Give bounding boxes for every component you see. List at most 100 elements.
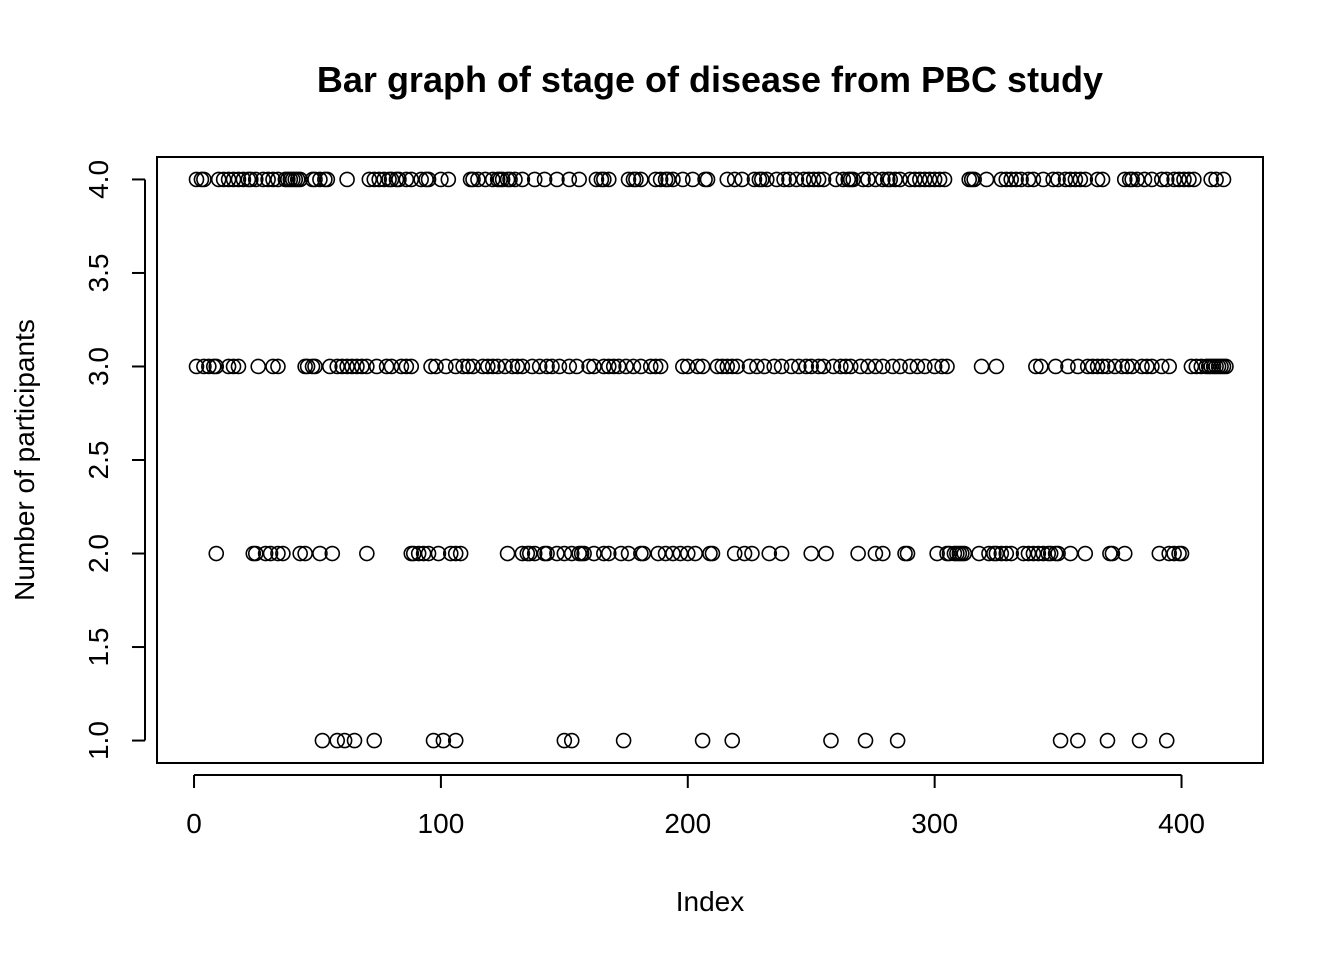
data-point (647, 358, 664, 375)
data-point (1042, 545, 1059, 562)
data-point (902, 358, 918, 375)
data-point (438, 358, 454, 375)
data-point (460, 358, 476, 375)
data-point (605, 358, 622, 375)
data-point (736, 545, 753, 562)
data-point (586, 545, 602, 562)
y-axis-label: Number of participants (9, 319, 40, 601)
data-point (850, 545, 866, 562)
data-point (1070, 732, 1086, 749)
data-point (368, 358, 385, 375)
data-point (810, 171, 827, 188)
data-point (1124, 171, 1140, 188)
data-point (1020, 171, 1037, 188)
data-point (383, 358, 400, 375)
data-point (1089, 358, 1106, 375)
data-point (684, 171, 701, 188)
data-point (556, 545, 573, 562)
data-point (971, 545, 987, 562)
data-point (452, 545, 469, 562)
data-point (1176, 171, 1192, 188)
data-point (600, 545, 617, 562)
data-point (675, 358, 691, 375)
data-point (359, 358, 375, 375)
data-point (704, 545, 721, 562)
data-point (292, 171, 308, 188)
data-point (526, 171, 543, 188)
data-point (1062, 545, 1079, 562)
data-point (225, 358, 242, 375)
data-point (1067, 171, 1084, 188)
y-tick-label: 2.5 (83, 441, 114, 480)
data-point (1003, 171, 1019, 188)
data-point (842, 358, 859, 375)
data-point (428, 358, 444, 375)
data-point (741, 358, 758, 375)
data-point (973, 358, 990, 375)
data-point (620, 545, 637, 562)
data-point (845, 171, 861, 188)
data-point (312, 171, 328, 188)
data-point (768, 171, 785, 188)
data-point (1171, 171, 1187, 188)
data-point (642, 358, 659, 375)
data-point (766, 358, 782, 375)
data-point (484, 358, 501, 375)
data-point (909, 358, 926, 375)
data-point (265, 171, 281, 188)
data-point (875, 358, 891, 375)
data-point (188, 171, 205, 188)
data-point (1166, 171, 1182, 188)
data-point (539, 545, 555, 562)
data-point (489, 358, 506, 375)
data-point (455, 358, 471, 375)
x-tick-label: 400 (1158, 808, 1205, 839)
data-point (719, 171, 736, 188)
data-point (307, 358, 323, 375)
data-point (1114, 358, 1131, 375)
data-point (346, 732, 363, 749)
data-point (247, 545, 264, 562)
data-point (665, 545, 681, 562)
data-point (1020, 545, 1037, 562)
data-point (1166, 545, 1182, 562)
data-point (837, 358, 854, 375)
data-point (620, 171, 637, 188)
data-point (423, 358, 439, 375)
data-point (250, 358, 267, 375)
data-point (1136, 171, 1153, 188)
data-point (334, 358, 350, 375)
data-point (366, 171, 383, 188)
data-point (314, 732, 331, 749)
data-point (1050, 171, 1066, 188)
data-point (398, 171, 415, 188)
data-point (855, 171, 871, 188)
y-tick-label: 2.0 (83, 534, 114, 573)
data-point (756, 358, 773, 375)
data-point (867, 358, 884, 375)
data-point (1158, 171, 1175, 188)
data-point (494, 171, 511, 188)
data-point (618, 358, 634, 375)
data-point (339, 171, 355, 188)
data-point (815, 171, 832, 188)
data-point (1203, 171, 1219, 188)
data-point (783, 358, 800, 375)
data-point (828, 171, 844, 188)
x-axis-label: Index (676, 886, 745, 917)
data-point (344, 358, 360, 375)
data-point (1139, 358, 1155, 375)
data-point (1183, 358, 1200, 375)
data-point (1047, 358, 1064, 375)
data-point (1035, 545, 1052, 562)
data-point (1134, 358, 1150, 375)
data-point (196, 358, 212, 375)
data-point (371, 171, 387, 188)
data-point (398, 358, 415, 375)
data-point (652, 358, 669, 375)
data-point (1181, 171, 1197, 188)
data-point (201, 358, 217, 375)
data-point (521, 545, 538, 562)
